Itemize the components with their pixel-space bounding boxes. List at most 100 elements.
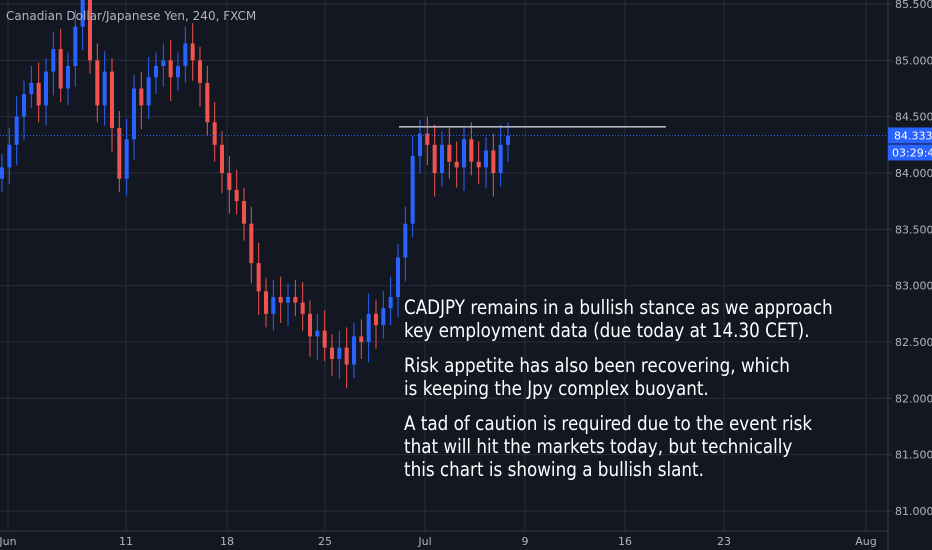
commentary-line: is keeping the Jpy complex buoyant. (404, 377, 709, 400)
candle-body (476, 161, 481, 168)
candle-body (307, 313, 313, 337)
candle-body (7, 144, 12, 168)
commentary-line: CADJPY remains in a bullish stance as we… (404, 296, 833, 319)
grid-lines (0, 0, 888, 531)
candle-body (73, 26, 78, 66)
symbol-timeframe: 240 (192, 9, 216, 23)
candle-body (241, 201, 247, 224)
commentary-line: A tad of caution is required due to the … (404, 412, 813, 435)
candle-body (87, 0, 93, 61)
candle-body (124, 139, 129, 179)
candle-body (168, 60, 173, 78)
candle-body (439, 144, 445, 173)
candle-body (417, 133, 423, 157)
candle-body (0, 167, 5, 179)
candle-body (175, 65, 181, 78)
price-tick-label: 83.500 (895, 223, 932, 236)
candle-body (95, 60, 100, 106)
candle-body (432, 144, 437, 173)
candle-body (491, 150, 496, 173)
commentary-line: key employment data (due today at 14.30 … (404, 319, 810, 342)
candle-body (197, 60, 203, 83)
symbol-title: Canadian Dollar/Japanese Yen, 240, FXCM (6, 9, 256, 23)
candle-body (263, 291, 269, 314)
candle-body (461, 139, 467, 168)
title-separator: , (185, 9, 193, 23)
candle-body (109, 71, 115, 128)
candle-body (36, 82, 41, 106)
candle-series (0, 0, 511, 389)
candle-body (249, 223, 254, 264)
time-tick-label: 25 (318, 535, 332, 548)
price-tick-label: 82.500 (895, 336, 932, 349)
price-tick-label: 84.000 (895, 167, 932, 180)
commentary-line: Risk appetite has also been recovering, … (404, 354, 790, 377)
time-tick-label: 11 (119, 535, 133, 548)
commentary-text: CADJPY remains in a bullish stance as we… (404, 296, 851, 493)
candle-body (498, 144, 503, 173)
candle-body (285, 296, 291, 303)
last-price-tag (888, 127, 932, 144)
candle-body (227, 173, 232, 190)
commentary-paragraph: A tad of caution is required due to the … (404, 412, 851, 481)
candle-body (80, 0, 85, 27)
candle-body (205, 82, 210, 123)
candle-body (14, 116, 19, 145)
candle-body (447, 144, 452, 162)
candle-body (395, 257, 401, 297)
commentary-paragraph: Risk appetite has also been recovering, … (404, 354, 851, 400)
candle-body (271, 296, 276, 314)
candle-body (293, 296, 298, 303)
candle-body (483, 150, 489, 168)
candle-body (139, 88, 144, 106)
candle-body (190, 43, 195, 61)
countdown-label: 03:29:49 (892, 146, 932, 159)
commentary-line: that will hit the markets today, but tec… (404, 435, 793, 458)
candle-body (29, 82, 34, 95)
candle-body (300, 302, 305, 314)
price-tick-label: 81.500 (895, 449, 932, 462)
candle-body (388, 296, 393, 309)
time-axis-background (0, 531, 932, 550)
candle-body (212, 122, 217, 145)
title-separator: , (215, 9, 224, 23)
drawing-overlays (0, 126, 888, 136)
candle-body (469, 139, 474, 162)
candle-body (505, 135, 511, 145)
candle-body (146, 77, 151, 106)
candle-body (51, 49, 56, 72)
time-tick-label: 9 (522, 535, 529, 548)
candle-body (403, 223, 408, 258)
candle-body (65, 65, 71, 89)
candle-body (183, 43, 188, 66)
candle-body (344, 347, 349, 365)
price-tick-label: 85.500 (895, 0, 932, 11)
candle-body (58, 49, 63, 89)
commentary-line: this chart is showing a bullish slant. (404, 458, 704, 481)
time-tick-label: Aug (855, 535, 876, 548)
candle-body (256, 263, 261, 292)
time-tick-label: 16 (618, 535, 632, 548)
candle-body (21, 94, 27, 117)
candle-body (102, 71, 107, 106)
price-tick-label: 82.000 (895, 392, 932, 405)
time-tick-label: 18 (220, 535, 234, 548)
symbol-pair-name: Canadian Dollar/Japanese Yen (6, 9, 186, 23)
price-tick-label: 83.000 (895, 280, 932, 293)
price-axis-background (888, 0, 932, 550)
commentary-paragraph: CADJPY remains in a bullish stance as we… (404, 296, 851, 342)
candle-body (219, 144, 225, 173)
candle-body (322, 330, 327, 348)
candle-body (234, 189, 239, 202)
countdown-tag (888, 144, 932, 161)
candle-body (278, 296, 283, 303)
candle-body (131, 88, 137, 140)
candle-body (359, 336, 364, 342)
price-tick-label: 84.500 (895, 111, 932, 124)
candle-body (117, 127, 122, 179)
time-tick-label: Jul (417, 535, 431, 548)
candle-body (337, 347, 342, 359)
